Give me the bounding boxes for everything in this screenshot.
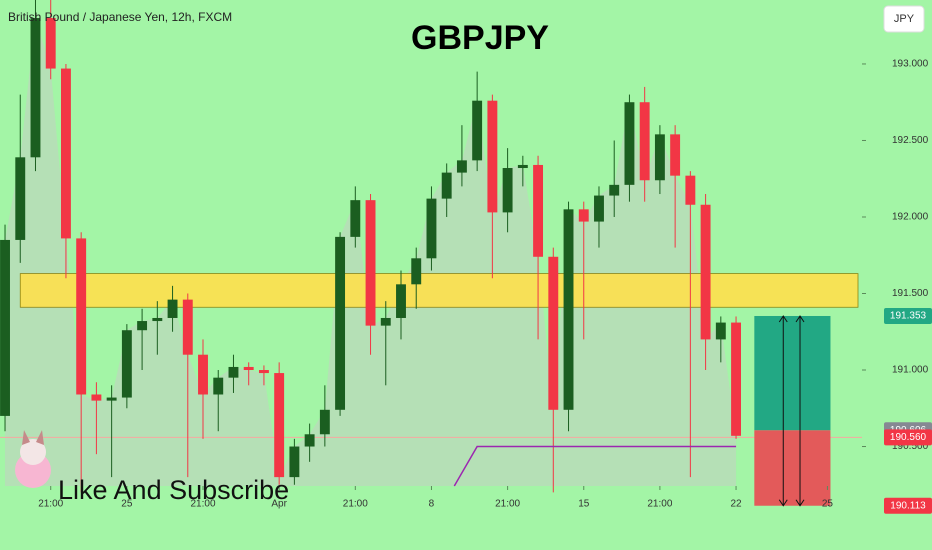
candle-body [502, 168, 513, 213]
candle-body [137, 321, 148, 331]
x-tick-label: 21:00 [495, 499, 520, 510]
candle-body [76, 238, 87, 395]
y-tick-label: 190.500 [892, 441, 929, 452]
candle-body [258, 370, 269, 374]
x-tick-label: Apr [271, 499, 287, 510]
candle-body [396, 284, 406, 318]
chart-subtitle: British Pound / Japanese Yen, 12h, FXCM [8, 10, 232, 24]
candle-body [456, 160, 467, 173]
candle-body [228, 366, 239, 378]
x-tick-label: 21:00 [38, 499, 63, 510]
candle-body [60, 68, 71, 239]
indicator-line [453, 445, 737, 487]
candle-body [121, 330, 132, 398]
mascot [15, 430, 51, 488]
candle-body [624, 102, 635, 185]
candle-body [152, 317, 163, 322]
resistance-zone [19, 273, 859, 308]
candle-body [715, 322, 726, 340]
candle-body [319, 409, 330, 435]
candle-body [243, 366, 254, 371]
price-label: 191.353 [890, 311, 927, 322]
candle-body [578, 209, 589, 222]
candle-body [365, 200, 376, 326]
x-tick-label: 25 [121, 499, 133, 510]
candle-body [609, 184, 620, 196]
candle-body [685, 175, 696, 205]
candle-body [639, 102, 650, 181]
y-tick-label: 192.500 [892, 135, 929, 146]
arrow-head [778, 315, 788, 507]
candle-body [0, 239, 10, 416]
candle-body [198, 354, 208, 395]
x-tick-label: 21:00 [647, 499, 672, 510]
candle-body [91, 394, 102, 401]
profit-zone [754, 315, 831, 431]
candle-body [472, 100, 483, 161]
candle-body [517, 164, 528, 169]
loss-zone [754, 430, 831, 506]
price-label-box [884, 497, 932, 514]
candle-body [533, 164, 544, 257]
candle-body [304, 434, 315, 447]
candle-body [167, 299, 178, 318]
chart-title: GBPJPY [411, 19, 549, 57]
arrow-head [795, 315, 805, 507]
price-label-box [884, 429, 932, 446]
x-tick-label: 22 [730, 499, 742, 510]
candle-body [426, 198, 437, 259]
candle-body [700, 204, 711, 340]
plot: 190.500 191.000 191.500 192.000 192.500 193.0… [0, 0, 932, 514]
x-tick-label: 15 [578, 499, 590, 510]
candle-body [654, 134, 665, 181]
price-label: 190.113 [890, 500, 926, 511]
price-label-box [884, 307, 932, 324]
price-label: 190.560 [890, 432, 927, 443]
candle-body [487, 100, 498, 213]
currency-box[interactable] [883, 5, 925, 33]
x-tick-label: 21:00 [190, 499, 215, 510]
candle-body [731, 322, 742, 436]
candle-body [274, 373, 285, 478]
candle-body [411, 258, 422, 285]
candle-body [213, 377, 224, 395]
candle-body [670, 134, 681, 176]
y-tick-label: 192.000 [892, 212, 929, 223]
x-tick-label: 8 [429, 499, 435, 510]
candle-body [594, 195, 604, 222]
y-tick-label: 191.500 [892, 288, 929, 299]
candle-body [182, 299, 193, 355]
candle-body [289, 446, 300, 478]
candle-body [350, 200, 361, 237]
candle-body [106, 397, 117, 401]
x-tick-label: 25 [822, 499, 834, 510]
annotation: Like And Subscribe [58, 475, 289, 505]
currency-label[interactable]: JPY [894, 13, 915, 25]
x-tick-label: 21:00 [343, 499, 368, 510]
candle-body [548, 256, 559, 410]
candle-body [30, 18, 41, 158]
candle-body [380, 317, 391, 326]
y-tick-label: 191.000 [892, 365, 929, 376]
candle-body [335, 236, 346, 410]
candle-body [441, 172, 452, 199]
candle-body [45, 18, 56, 69]
y-tick-label: 193.000 [892, 59, 929, 70]
candle-body [563, 209, 574, 410]
candle-body [15, 157, 26, 240]
